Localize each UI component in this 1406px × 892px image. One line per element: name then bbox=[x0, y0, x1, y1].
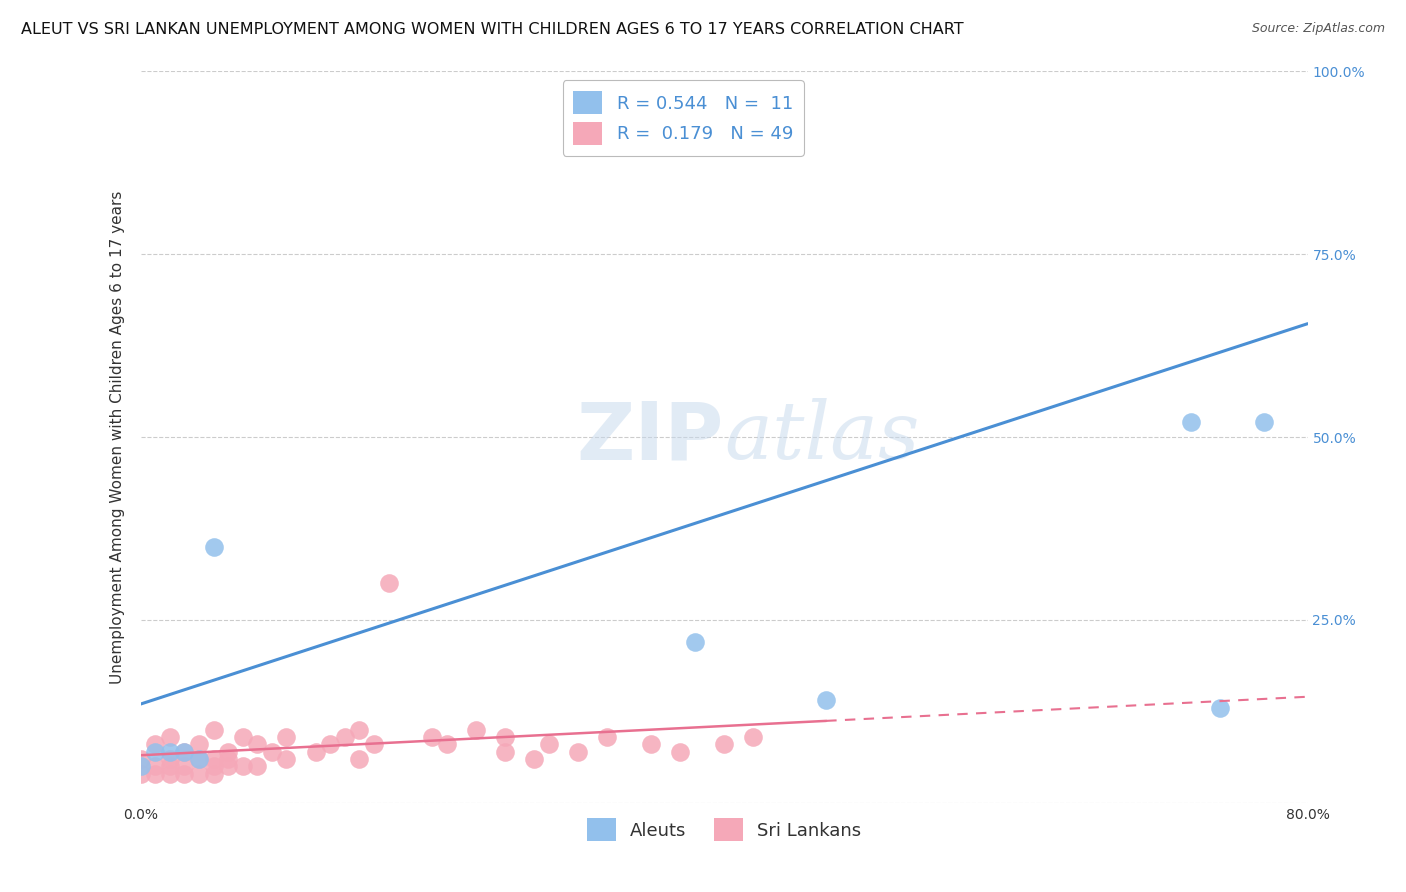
Point bbox=[713, 737, 735, 751]
Point bbox=[1253, 416, 1275, 430]
Point bbox=[202, 723, 225, 737]
Point bbox=[1180, 416, 1202, 430]
Point bbox=[188, 752, 211, 766]
Point bbox=[276, 752, 298, 766]
Y-axis label: Unemployment Among Women with Children Ages 6 to 17 years: Unemployment Among Women with Children A… bbox=[110, 190, 125, 684]
Point bbox=[523, 752, 546, 766]
Point bbox=[188, 737, 211, 751]
Point bbox=[159, 745, 181, 759]
Point bbox=[494, 745, 516, 759]
Point bbox=[129, 759, 152, 773]
Point bbox=[232, 730, 254, 744]
Text: atlas: atlas bbox=[724, 399, 920, 475]
Point bbox=[246, 759, 269, 773]
Text: Source: ZipAtlas.com: Source: ZipAtlas.com bbox=[1251, 22, 1385, 36]
Point bbox=[217, 745, 239, 759]
Point bbox=[1209, 700, 1232, 714]
Point bbox=[173, 766, 195, 780]
Point bbox=[640, 737, 662, 751]
Point bbox=[159, 730, 181, 744]
Point bbox=[159, 766, 181, 780]
Point bbox=[669, 745, 692, 759]
Point bbox=[319, 737, 342, 751]
Point bbox=[202, 540, 225, 554]
Point bbox=[143, 759, 166, 773]
Point bbox=[246, 737, 269, 751]
Point bbox=[188, 752, 211, 766]
Point bbox=[377, 576, 399, 591]
Point bbox=[202, 766, 225, 780]
Point bbox=[217, 759, 239, 773]
Point bbox=[742, 730, 765, 744]
Point bbox=[305, 745, 328, 759]
Point bbox=[567, 745, 589, 759]
Point bbox=[349, 723, 371, 737]
Point bbox=[349, 752, 371, 766]
Point bbox=[217, 752, 239, 766]
Point bbox=[173, 745, 195, 759]
Point bbox=[422, 730, 444, 744]
Legend: Aleuts, Sri Lankans: Aleuts, Sri Lankans bbox=[579, 811, 869, 848]
Point bbox=[202, 752, 225, 766]
Point bbox=[815, 693, 838, 707]
Point bbox=[276, 730, 298, 744]
Text: ALEUT VS SRI LANKAN UNEMPLOYMENT AMONG WOMEN WITH CHILDREN AGES 6 TO 17 YEARS CO: ALEUT VS SRI LANKAN UNEMPLOYMENT AMONG W… bbox=[21, 22, 963, 37]
Text: ZIP: ZIP bbox=[576, 398, 724, 476]
Point bbox=[159, 752, 181, 766]
Point bbox=[596, 730, 619, 744]
Point bbox=[143, 745, 166, 759]
Point bbox=[538, 737, 561, 751]
Point bbox=[465, 723, 488, 737]
Point bbox=[129, 752, 152, 766]
Point bbox=[129, 766, 152, 780]
Point bbox=[173, 745, 195, 759]
Point bbox=[363, 737, 385, 751]
Point bbox=[333, 730, 356, 744]
Point bbox=[143, 737, 166, 751]
Point bbox=[494, 730, 516, 744]
Point bbox=[159, 759, 181, 773]
Point bbox=[188, 766, 211, 780]
Point bbox=[260, 745, 283, 759]
Point bbox=[232, 759, 254, 773]
Point bbox=[202, 759, 225, 773]
Point bbox=[683, 635, 706, 649]
Point bbox=[173, 759, 195, 773]
Point bbox=[436, 737, 458, 751]
Point bbox=[143, 766, 166, 780]
